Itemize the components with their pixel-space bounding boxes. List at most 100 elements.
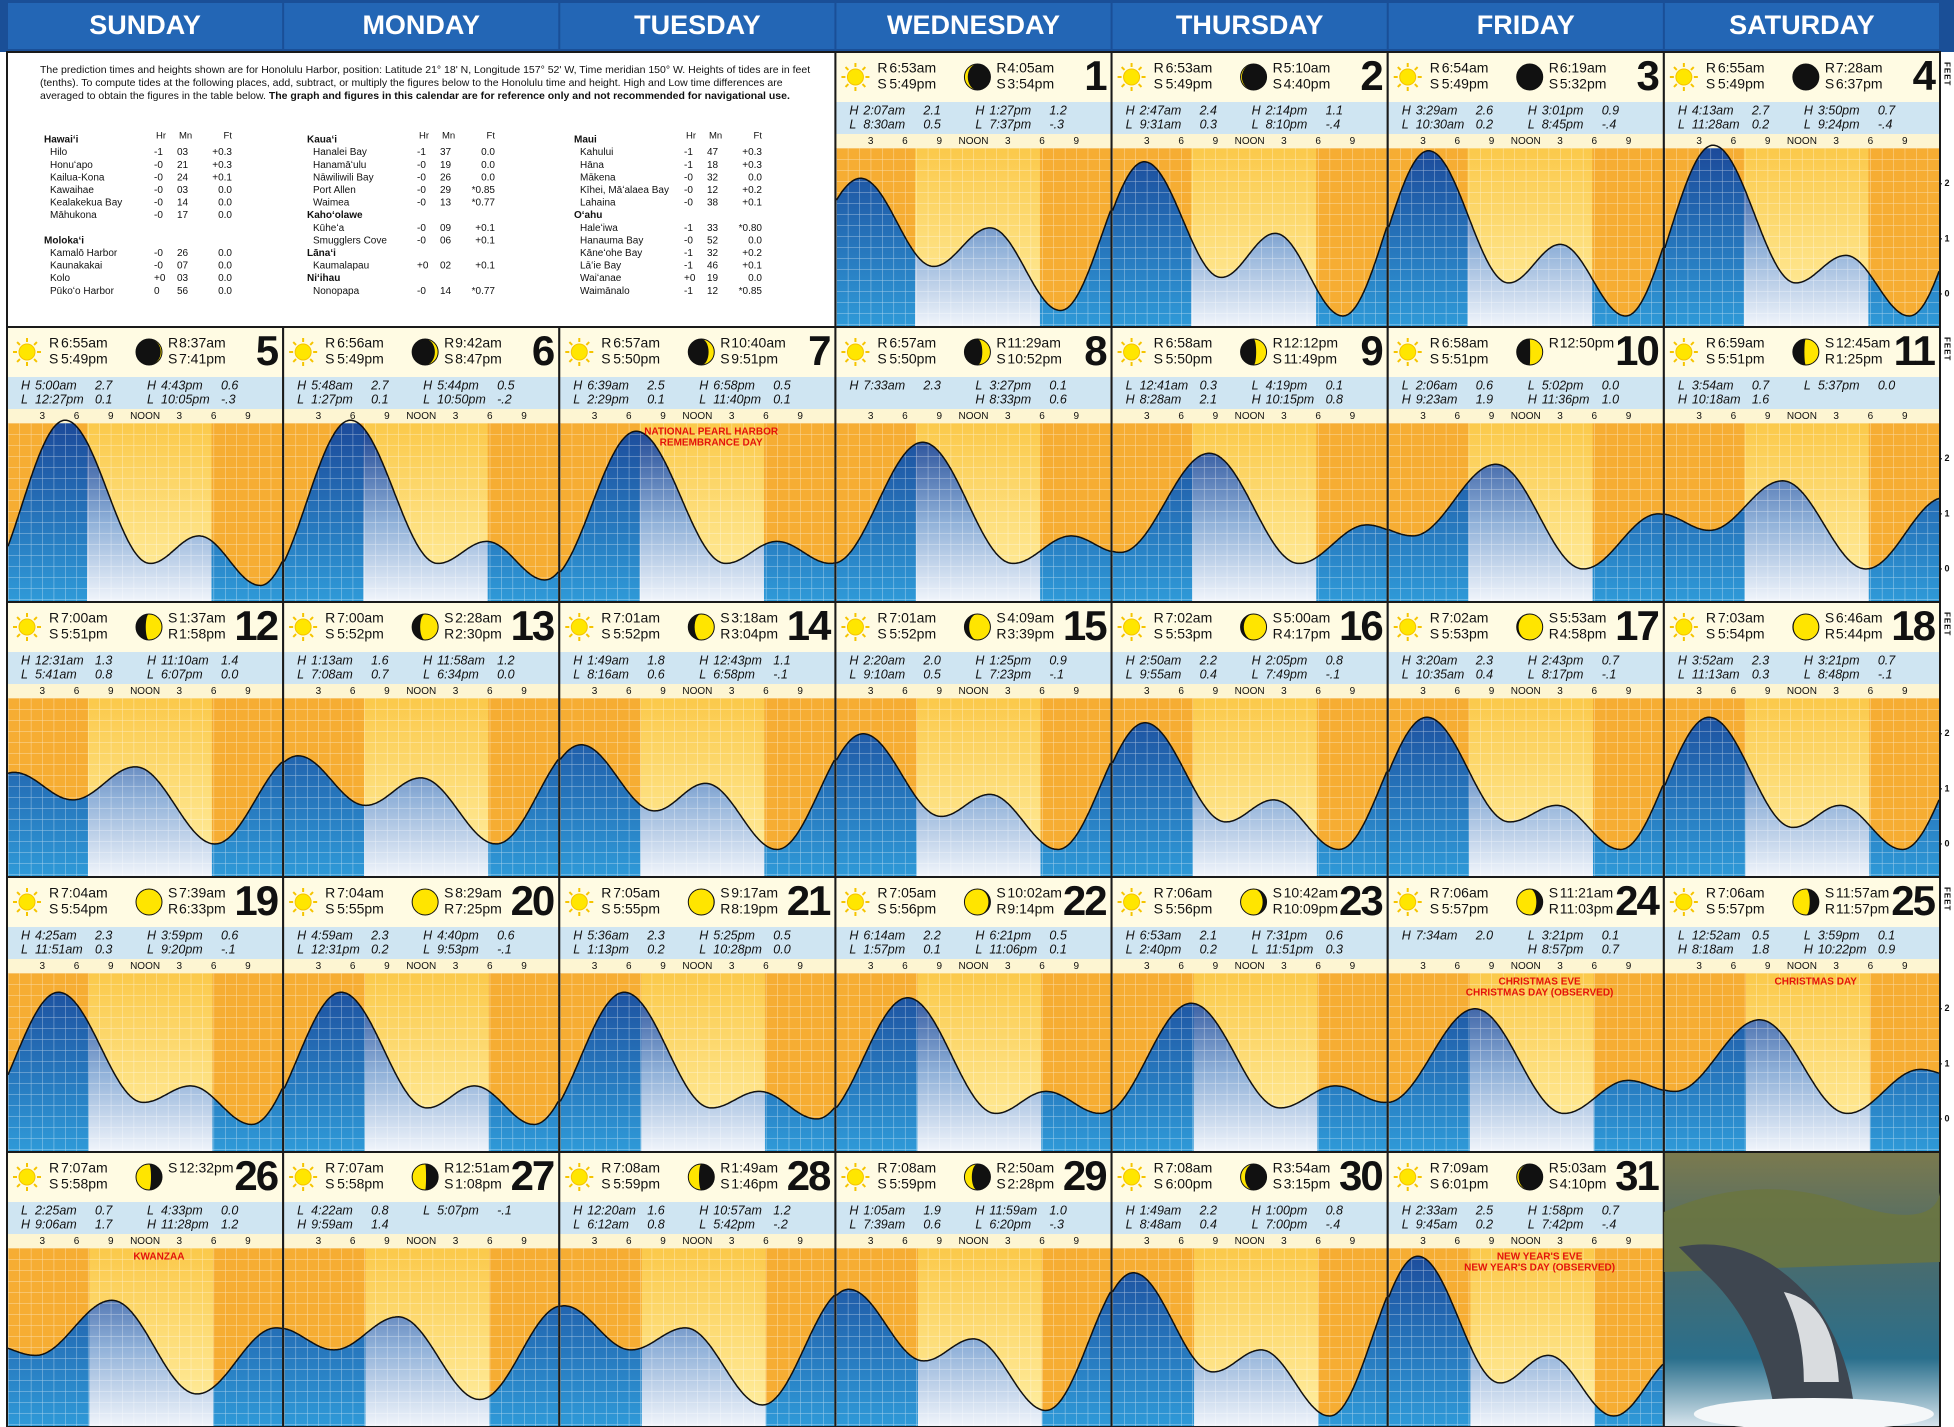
tide-time: 1:57pm bbox=[863, 942, 905, 956]
place-name: Smugglers Cove bbox=[313, 235, 387, 246]
tide-height: 2.6 bbox=[1475, 103, 1493, 117]
hour-label: 3 bbox=[592, 411, 598, 422]
hour-label: 9 bbox=[1074, 411, 1080, 422]
sun-ray bbox=[1397, 908, 1402, 913]
hour-label: 3 bbox=[1281, 411, 1287, 422]
hour-label: NOON bbox=[682, 686, 712, 697]
sun-time: 7:03am bbox=[1718, 610, 1765, 626]
axis-tick-label: 2 bbox=[1944, 728, 1949, 738]
sun-ray bbox=[861, 66, 867, 71]
hour-label: 9 bbox=[1626, 411, 1632, 422]
moon-time: 10:09pm bbox=[1284, 901, 1338, 917]
tide-height: 0.2 bbox=[1752, 117, 1769, 131]
tide-curve bbox=[1111, 1272, 1388, 1417]
moon-outline bbox=[411, 888, 439, 916]
correction-value: -0 bbox=[154, 261, 163, 272]
tide-height: 0.1 bbox=[95, 392, 112, 406]
axis-tick-label: 0 bbox=[1944, 288, 1949, 298]
axis-tick-label: 2 bbox=[1944, 178, 1949, 188]
hour-row bbox=[283, 959, 560, 973]
moon-label: R bbox=[1549, 1160, 1559, 1176]
axis-label: FEET bbox=[1943, 337, 1952, 361]
sun-icon bbox=[846, 343, 864, 361]
tide-time: 5:42pm bbox=[713, 1217, 755, 1231]
moon-lit bbox=[1518, 614, 1543, 640]
hour-label: 3 bbox=[729, 961, 735, 972]
tide-type: H bbox=[297, 1217, 307, 1231]
sun-time: 6:57am bbox=[613, 335, 660, 351]
place-name: Kaunakakai bbox=[50, 261, 102, 272]
moon-time: 3:54am bbox=[1284, 1160, 1331, 1176]
tide-height: 1.9 bbox=[923, 1203, 940, 1217]
tide-curve bbox=[1664, 1019, 1940, 1115]
hour-label: 9 bbox=[660, 961, 666, 972]
hour-grid bbox=[836, 148, 1111, 327]
tide-type: H bbox=[1252, 392, 1262, 406]
tide-height: 0.5 bbox=[1049, 928, 1066, 942]
tide-type: H bbox=[849, 928, 859, 942]
tide-type: H bbox=[1126, 653, 1136, 667]
sun-ray bbox=[568, 1183, 573, 1188]
correction-value: -0 bbox=[154, 185, 163, 196]
hour-label: 6 bbox=[1454, 1236, 1460, 1247]
moon-lit bbox=[1793, 614, 1819, 640]
moon-time: 11:49pm bbox=[1284, 351, 1337, 367]
moon-outline bbox=[1516, 63, 1544, 91]
sun-time: 5:53pm bbox=[1166, 626, 1213, 642]
hour-label: NOON bbox=[406, 1236, 436, 1247]
tide-type: L bbox=[1678, 378, 1685, 392]
tide-curve bbox=[1111, 722, 1388, 851]
tide-height: 0.7 bbox=[95, 1203, 113, 1217]
tide-type: L bbox=[21, 942, 28, 956]
sun-ray bbox=[16, 1166, 21, 1171]
sun-icon bbox=[1123, 68, 1141, 86]
holiday-label: NEW YEAR'S DAY (OBSERVED) bbox=[1464, 1263, 1615, 1274]
sun-time: 5:49pm bbox=[889, 76, 936, 92]
hour-label: 3 bbox=[1005, 1236, 1011, 1247]
tide-time: 11:58am bbox=[437, 653, 485, 667]
tide-height: 2.3 bbox=[646, 928, 664, 942]
hour-label: 6 bbox=[350, 411, 356, 422]
tide-type: L bbox=[699, 1217, 706, 1231]
hour-row bbox=[1111, 409, 1388, 423]
hour-label: 6 bbox=[74, 686, 80, 697]
tide-times-box bbox=[283, 652, 560, 684]
hour-label: 9 bbox=[936, 136, 942, 147]
tide-type: L bbox=[147, 942, 154, 956]
day-number: 17 bbox=[1615, 602, 1658, 649]
sun-ray bbox=[309, 1183, 314, 1188]
moon-label: S bbox=[996, 1176, 1005, 1192]
sun-ray bbox=[844, 358, 850, 363]
tide-time: 8:10pm bbox=[1266, 117, 1308, 131]
hour-label: 3 bbox=[453, 686, 459, 697]
tide-time: 4:25am bbox=[35, 928, 77, 942]
sun-icon bbox=[1123, 893, 1141, 911]
day-number: 28 bbox=[787, 1152, 831, 1199]
sun-ray bbox=[292, 616, 297, 621]
axis-tick-label: 2 bbox=[1944, 453, 1949, 463]
correction-value: 0.0 bbox=[218, 210, 232, 221]
place-name: Kolo bbox=[50, 273, 70, 284]
sun-ray bbox=[585, 891, 590, 896]
hour-label: 6 bbox=[1315, 686, 1321, 697]
tide-height: -.1 bbox=[221, 942, 236, 956]
correction-value: -0 bbox=[154, 248, 163, 259]
tide-curve bbox=[283, 755, 559, 845]
moon-label: S bbox=[1549, 610, 1558, 626]
day-number: 24 bbox=[1615, 877, 1660, 924]
tide-height: 1.1 bbox=[773, 653, 790, 667]
sun-label: R bbox=[1154, 60, 1164, 76]
sun-label: R bbox=[601, 885, 611, 901]
tide-type: H bbox=[297, 653, 307, 667]
hour-label: 3 bbox=[1005, 411, 1011, 422]
sun-label: S bbox=[1154, 626, 1163, 642]
tide-type: H bbox=[1252, 1203, 1262, 1217]
moon-time: 12:12pm bbox=[1284, 335, 1338, 351]
hour-grid bbox=[1388, 1248, 1663, 1427]
tide-height: 0.5 bbox=[773, 378, 790, 392]
hour-label: 3 bbox=[1420, 411, 1426, 422]
